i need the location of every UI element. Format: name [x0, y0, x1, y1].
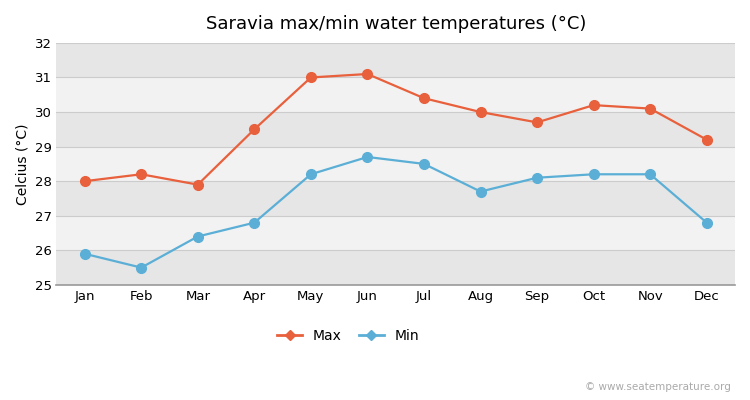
Max [646, 106, 655, 111]
Bar [56, 43, 735, 78]
Min [136, 265, 146, 270]
Min [646, 172, 655, 177]
Bar [56, 78, 735, 112]
Max [702, 137, 711, 142]
Min [532, 175, 542, 180]
Max [136, 172, 146, 177]
Max [590, 103, 598, 108]
Max [419, 96, 428, 101]
Bar [56, 181, 735, 216]
Max [250, 127, 259, 132]
Bar [56, 216, 735, 250]
Min [419, 162, 428, 166]
Min [307, 172, 316, 177]
Min [590, 172, 598, 177]
Y-axis label: Celcius (°C): Celcius (°C) [15, 123, 29, 205]
Text: © www.seatemperature.org: © www.seatemperature.org [585, 382, 731, 392]
Bar [56, 147, 735, 181]
Max [476, 110, 485, 114]
Min [250, 220, 259, 225]
Max [80, 179, 89, 184]
Min [363, 154, 372, 159]
Max [363, 72, 372, 76]
Max [532, 120, 542, 125]
Max [194, 182, 202, 187]
Line: Min: Min [80, 152, 712, 272]
Min [476, 189, 485, 194]
Max [307, 75, 316, 80]
Line: Max: Max [80, 69, 712, 190]
Min [194, 234, 202, 239]
Title: Saravia max/min water temperatures (°C): Saravia max/min water temperatures (°C) [206, 15, 586, 33]
Bar [56, 250, 735, 285]
Legend: Max, Min: Max, Min [272, 323, 425, 348]
Min [80, 251, 89, 256]
Min [702, 220, 711, 225]
Bar [56, 112, 735, 147]
